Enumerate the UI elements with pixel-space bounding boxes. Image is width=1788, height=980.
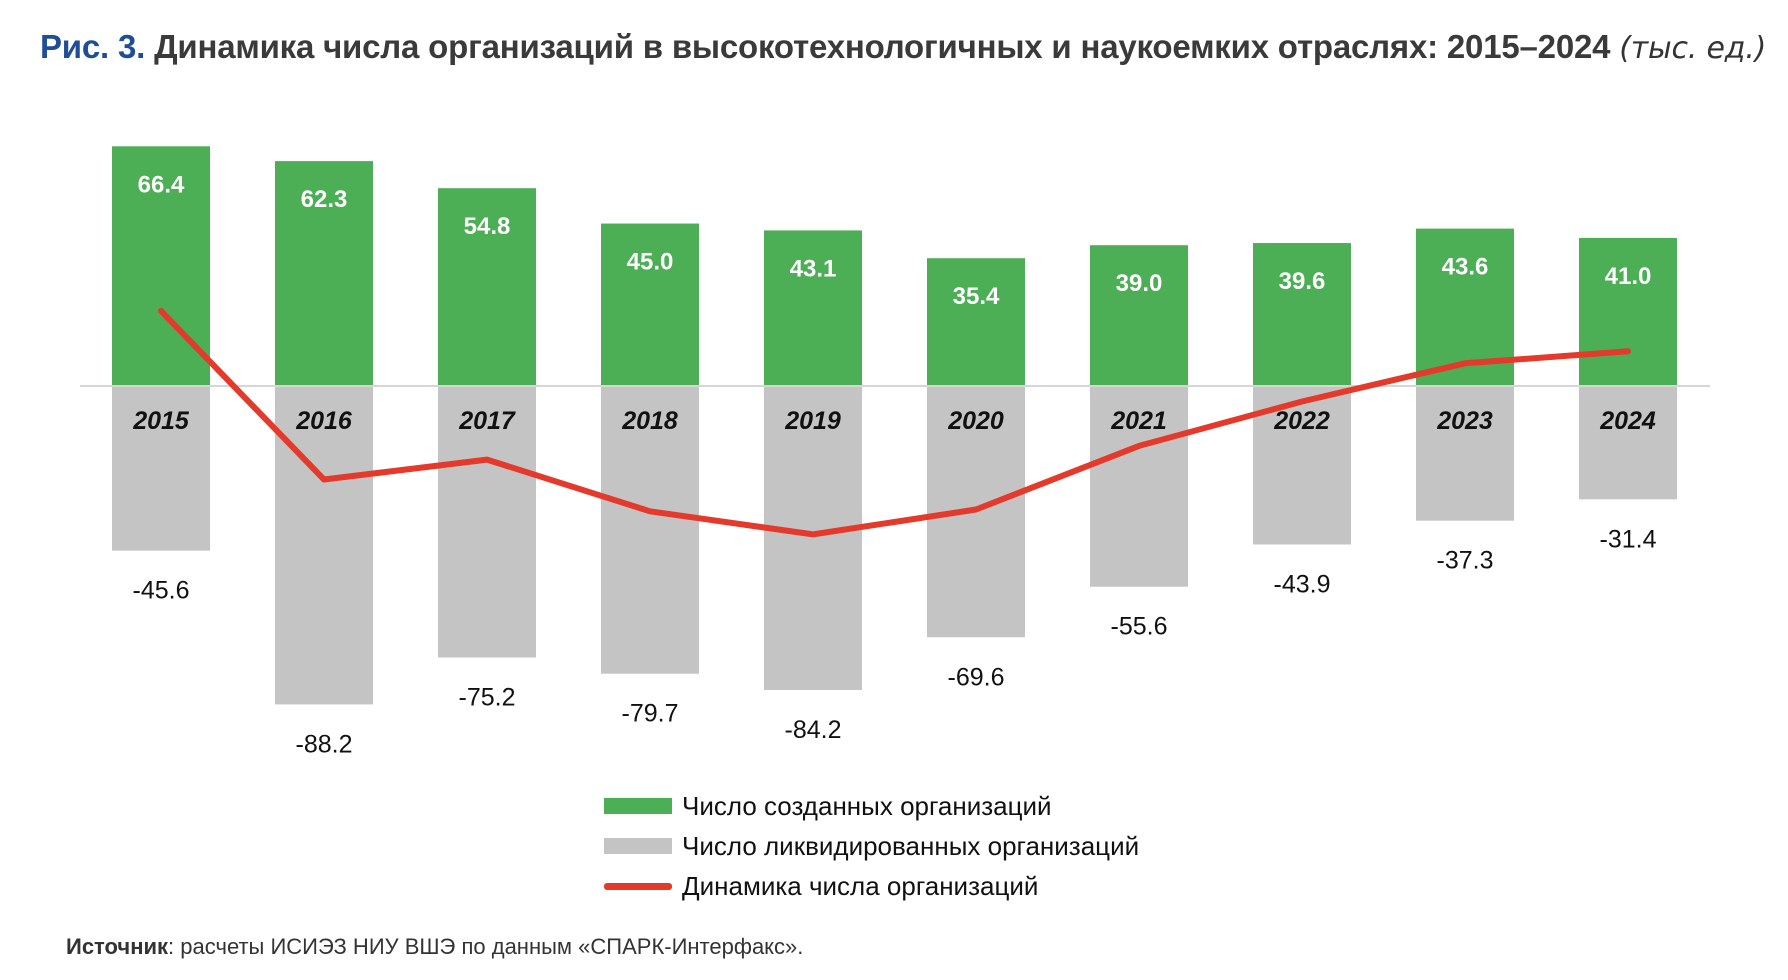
label-liquidated-2020: -69.6 — [948, 663, 1005, 691]
x-tick-2015: 2015 — [132, 407, 190, 435]
bar-created-2020 — [927, 258, 1025, 386]
legend-item-created: Число созданных организаций — [604, 786, 1139, 826]
figure-number: Рис. 3. — [40, 28, 146, 65]
label-liquidated-2019: -84.2 — [785, 716, 842, 744]
label-created-2024: 41.0 — [1605, 263, 1652, 290]
legend-swatch-created — [604, 798, 672, 814]
label-liquidated-2023: -37.3 — [1437, 547, 1494, 575]
x-tick-2020: 2020 — [947, 407, 1004, 435]
chart-plot: 66.4 -45.6 2015 62.3 -88.2 2016 54.8 -75.2 2017 4… — [80, 146, 1710, 758]
source-text: : расчеты ИСИЭЗ НИУ ВШЭ по данным «СПАРК… — [168, 934, 804, 959]
bar-created-2017 — [438, 188, 536, 386]
label-created-2017: 54.8 — [464, 213, 511, 240]
bar-liquidated-2018 — [601, 386, 699, 674]
label-liquidated-2017: -75.2 — [459, 683, 516, 711]
bar-liquidated-2017 — [438, 386, 536, 658]
x-tick-2024: 2024 — [1599, 407, 1656, 435]
label-created-2021: 39.0 — [1116, 270, 1163, 297]
title-main: Динамика числа организаций в высокотехно… — [154, 28, 1611, 65]
x-tick-2017: 2017 — [458, 407, 516, 435]
label-liquidated-2021: -55.6 — [1111, 613, 1168, 641]
x-tick-2023: 2023 — [1436, 407, 1493, 435]
label-created-2020: 35.4 — [953, 283, 1000, 310]
source-label: Источник — [66, 934, 169, 959]
legend-swatch-dynamics — [604, 882, 672, 890]
x-tick-2019: 2019 — [784, 407, 841, 435]
legend-label-created: Число созданных организаций — [682, 790, 1052, 821]
label-liquidated-2016: -88.2 — [296, 730, 353, 758]
bar-created-2019 — [764, 230, 862, 386]
x-tick-2021: 2021 — [1110, 407, 1167, 435]
bar-created-2024 — [1579, 237, 1677, 386]
label-liquidated-2018: -79.7 — [622, 700, 679, 728]
label-created-2018: 45.0 — [627, 249, 674, 276]
label-liquidated-2022: -43.9 — [1274, 570, 1331, 598]
bar-liquidated-2016 — [275, 386, 373, 705]
legend: Число созданных организаций Число ликвид… — [604, 786, 1139, 906]
label-liquidated-2024: -31.4 — [1600, 525, 1657, 553]
legend-label-dynamics: Динамика числа организаций — [682, 870, 1039, 901]
title-unit: (тыс. ед.) — [1619, 31, 1767, 66]
label-created-2022: 39.6 — [1279, 268, 1326, 295]
bar-liquidated-2019 — [764, 386, 862, 690]
label-created-2016: 62.3 — [301, 186, 348, 213]
bar-created-2022 — [1253, 243, 1351, 386]
legend-label-liquidated: Число ликвидированных организаций — [682, 830, 1140, 861]
x-tick-2018: 2018 — [621, 407, 678, 435]
legend-swatch-liquidated — [604, 838, 672, 854]
bar-created-2016 — [275, 161, 373, 386]
label-created-2023: 43.6 — [1442, 254, 1489, 281]
bar-liquidated-2021 — [1090, 386, 1188, 587]
bar-created-2018 — [601, 223, 699, 386]
label-created-2019: 43.1 — [790, 255, 837, 282]
bar-liquidated-2023 — [1416, 386, 1514, 521]
bar-liquidated-2015 — [112, 386, 210, 551]
x-tick-2022: 2022 — [1273, 407, 1330, 435]
label-liquidated-2015: -45.6 — [133, 577, 190, 605]
x-tick-2016: 2016 — [295, 407, 353, 435]
label-created-2015: 66.4 — [138, 171, 185, 198]
line-dynamics — [158, 307, 1631, 538]
bar-created-2021 — [1090, 245, 1188, 386]
legend-item-liquidated: Число ликвидированных организаций — [604, 826, 1139, 866]
source-note: Источник: расчеты ИСИЭЗ НИУ ВШЭ по данны… — [66, 934, 803, 960]
chart-title: Рис. 3. Динамика числа организаций в выс… — [40, 28, 1766, 66]
legend-item-dynamics: Динамика числа организаций — [604, 866, 1139, 906]
bar-liquidated-2024 — [1579, 386, 1677, 500]
